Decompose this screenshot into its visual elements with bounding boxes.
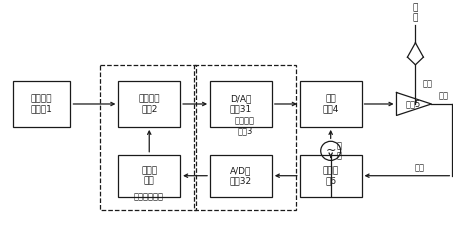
Text: 耦合: 耦合 (422, 79, 432, 88)
Bar (194, 65, 296, 210)
Text: A/D转
换器32: A/D转 换器32 (230, 166, 252, 185)
Text: 数字信号处理: 数字信号处理 (133, 192, 163, 201)
Text: 变频
模块4: 变频 模块4 (322, 94, 339, 114)
Bar (13, 81, 70, 127)
Text: 反馈模
块6: 反馈模 块6 (323, 166, 339, 185)
Bar (118, 81, 180, 127)
Text: 数字预失
真器2: 数字预失 真器2 (138, 94, 160, 114)
Text: 天
线: 天 线 (413, 3, 418, 23)
Text: 自适应
算法: 自适应 算法 (141, 166, 157, 185)
Text: 输出: 输出 (438, 91, 449, 100)
Text: 衰减: 衰减 (415, 163, 424, 172)
Text: 数字信号
发生器1: 数字信号 发生器1 (30, 94, 53, 114)
Bar (300, 155, 361, 197)
Text: 信号转换
模块3: 信号转换 模块3 (235, 116, 255, 136)
Bar (100, 65, 196, 210)
Text: 本
振: 本 振 (337, 141, 342, 161)
Bar (210, 155, 272, 197)
Text: D/A转
换器31: D/A转 换器31 (230, 94, 252, 114)
Text: 功放5: 功放5 (406, 99, 421, 109)
Bar (118, 155, 180, 197)
Text: ~: ~ (326, 144, 336, 157)
Bar (210, 81, 272, 127)
Bar (300, 81, 361, 127)
